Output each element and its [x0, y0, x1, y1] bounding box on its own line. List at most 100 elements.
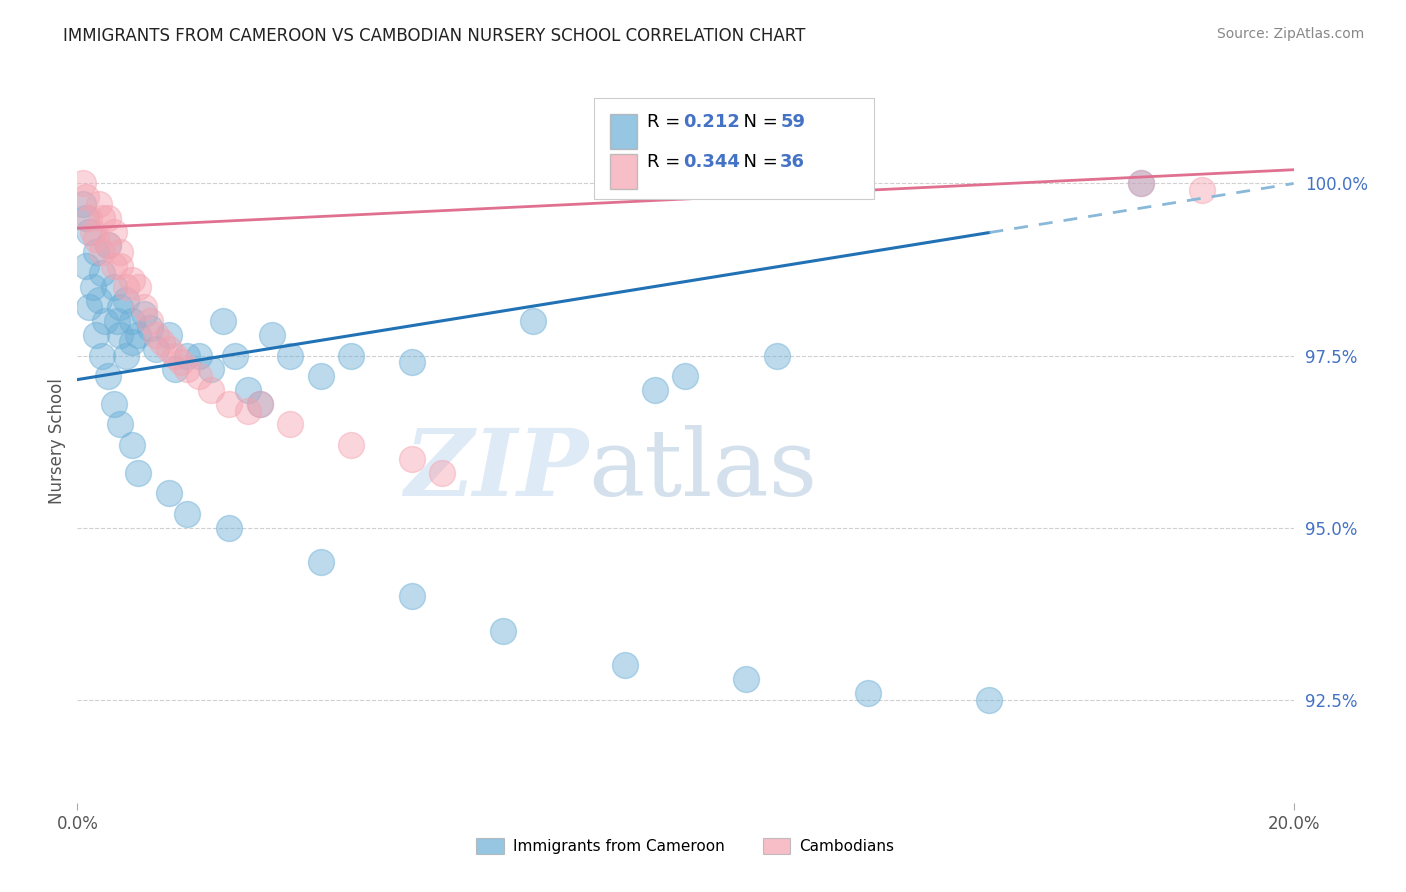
Point: [97, 238, 120, 252]
Point: [84, 245, 107, 260]
Point: [979, 692, 1001, 706]
Point: [145, 327, 167, 342]
Point: [401, 451, 423, 466]
Point: [115, 293, 138, 308]
Point: [108, 259, 131, 273]
Point: [103, 225, 125, 239]
Point: [401, 590, 423, 604]
Text: atlas: atlas: [588, 425, 817, 516]
Point: [121, 438, 143, 452]
Point: [105, 314, 128, 328]
Point: [163, 362, 186, 376]
Point: [103, 397, 125, 411]
Point: [1130, 177, 1153, 191]
Point: [139, 321, 162, 335]
Point: [613, 658, 636, 673]
Point: [492, 624, 515, 638]
Text: ZIP: ZIP: [404, 425, 588, 516]
Point: [115, 279, 138, 293]
Point: [103, 259, 125, 273]
Point: [87, 293, 110, 308]
Point: [90, 211, 112, 225]
Point: [340, 349, 363, 363]
Point: [82, 225, 104, 239]
Text: 0.344: 0.344: [683, 153, 740, 170]
Point: [188, 349, 211, 363]
Point: [157, 486, 180, 500]
FancyBboxPatch shape: [610, 114, 637, 149]
Point: [134, 301, 156, 315]
Point: [309, 555, 332, 569]
Point: [108, 327, 131, 342]
Point: [200, 362, 222, 376]
Point: [856, 686, 879, 700]
Point: [157, 342, 180, 356]
Point: [1130, 177, 1153, 191]
Point: [121, 334, 143, 349]
Text: IMMIGRANTS FROM CAMEROON VS CAMBODIAN NURSERY SCHOOL CORRELATION CHART: IMMIGRANTS FROM CAMEROON VS CAMBODIAN NU…: [63, 27, 806, 45]
Point: [97, 238, 120, 252]
Point: [79, 301, 101, 315]
Point: [309, 369, 332, 384]
Point: [188, 369, 211, 384]
FancyBboxPatch shape: [610, 154, 637, 189]
Point: [1191, 183, 1213, 197]
Point: [340, 438, 363, 452]
Point: [249, 397, 271, 411]
Point: [90, 266, 112, 280]
Point: [108, 245, 131, 260]
Point: [93, 314, 115, 328]
Point: [675, 369, 697, 384]
Point: [75, 259, 97, 273]
Point: [260, 327, 283, 342]
Point: [176, 507, 198, 521]
Point: [212, 314, 235, 328]
Point: [82, 279, 104, 293]
Point: [145, 342, 167, 356]
Point: [430, 466, 453, 480]
Y-axis label: Nursery School: Nursery School: [48, 378, 66, 505]
Point: [103, 279, 125, 293]
Point: [139, 314, 162, 328]
Point: [170, 355, 193, 369]
Text: N =: N =: [731, 153, 783, 170]
Legend: Immigrants from Cameroon, Cambodians: Immigrants from Cameroon, Cambodians: [470, 832, 901, 860]
Text: R =: R =: [647, 112, 686, 131]
Point: [79, 211, 101, 225]
Point: [84, 231, 107, 245]
Point: [278, 417, 301, 432]
Point: [75, 211, 97, 225]
Point: [176, 362, 198, 376]
Point: [108, 301, 131, 315]
Point: [176, 349, 198, 363]
Point: [522, 314, 544, 328]
Point: [75, 190, 97, 204]
Point: [249, 397, 271, 411]
Point: [163, 349, 186, 363]
Text: Source: ZipAtlas.com: Source: ZipAtlas.com: [1216, 27, 1364, 41]
Point: [401, 355, 423, 369]
Point: [97, 211, 120, 225]
Point: [735, 672, 758, 686]
Point: [127, 466, 149, 480]
Point: [87, 197, 110, 211]
Point: [236, 403, 259, 417]
Point: [218, 520, 240, 534]
Point: [152, 334, 174, 349]
Point: [127, 279, 149, 293]
Point: [134, 307, 156, 321]
Text: 0.212: 0.212: [683, 112, 740, 131]
Point: [72, 177, 94, 191]
Point: [236, 383, 259, 397]
Point: [90, 349, 112, 363]
Point: [115, 349, 138, 363]
Point: [121, 314, 143, 328]
Text: 36: 36: [780, 153, 806, 170]
Text: N =: N =: [731, 112, 783, 131]
Text: R =: R =: [647, 153, 686, 170]
Point: [79, 225, 101, 239]
Point: [108, 417, 131, 432]
Point: [644, 383, 666, 397]
Point: [127, 327, 149, 342]
Point: [121, 273, 143, 287]
